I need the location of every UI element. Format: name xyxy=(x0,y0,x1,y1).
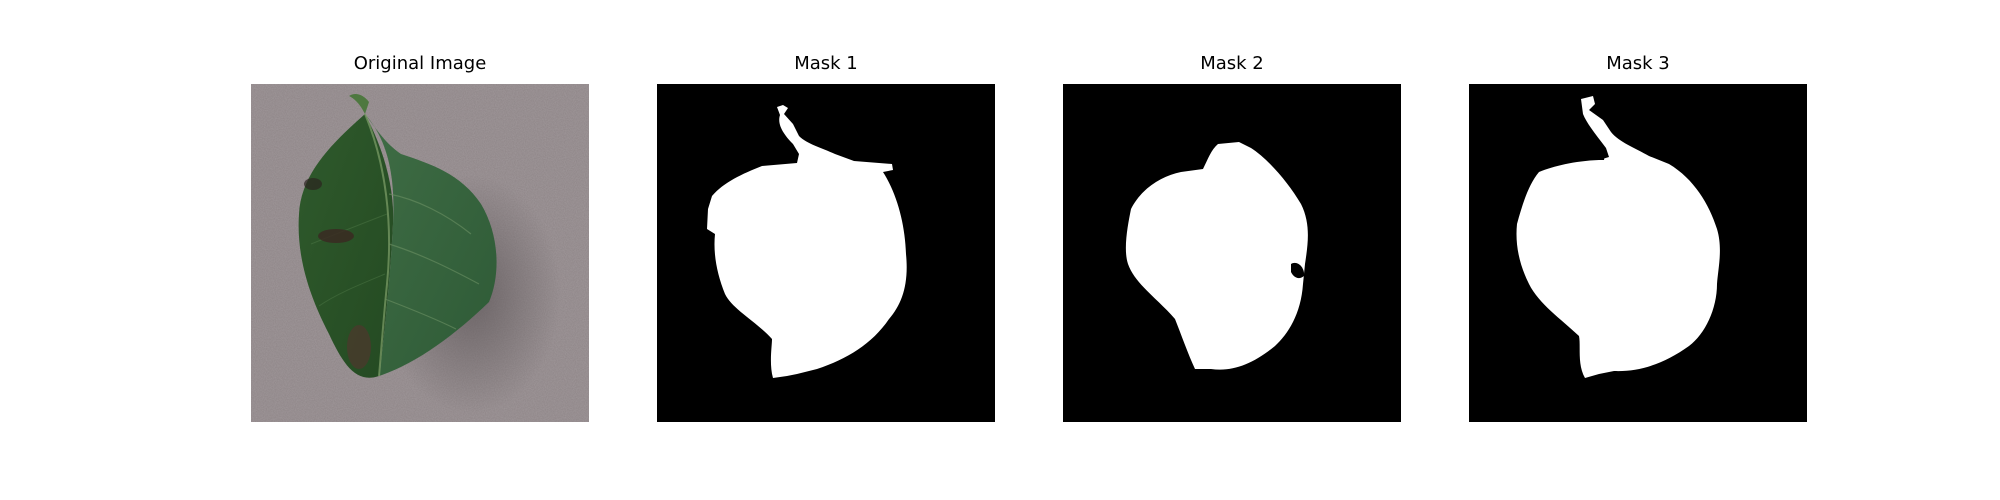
panel-title: Original Image xyxy=(353,53,487,74)
panel-original: Original Image xyxy=(251,55,589,422)
mask-2-image xyxy=(1063,84,1401,422)
panel-title: Mask 1 xyxy=(794,53,858,74)
mask-1-image xyxy=(657,84,995,422)
panel-title: Mask 2 xyxy=(1200,53,1264,74)
panel-mask-2: Mask 2 xyxy=(1063,55,1401,422)
original-leaf-photo xyxy=(251,84,589,422)
panel-mask-1: Mask 1 xyxy=(657,55,995,422)
panel-title: Mask 3 xyxy=(1606,53,1670,74)
mask-3-image xyxy=(1469,84,1807,422)
panel-mask-3: Mask 3 xyxy=(1469,55,1807,422)
